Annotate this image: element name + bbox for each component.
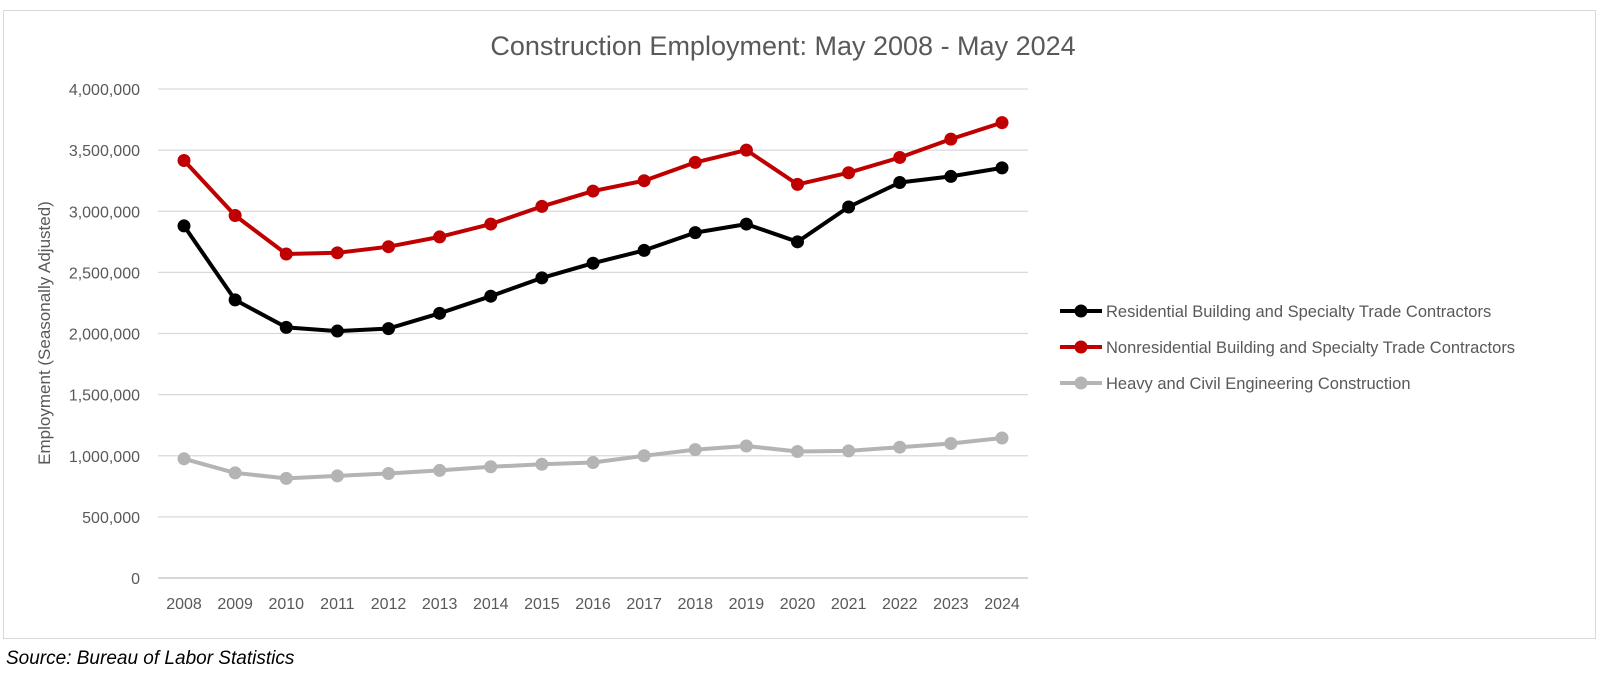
data-point (739, 217, 753, 231)
data-point (791, 444, 804, 458)
data-point (995, 116, 1009, 130)
data-point (330, 324, 344, 338)
data-point (586, 455, 600, 469)
data-point (535, 271, 549, 285)
y-axis-label: Employment (Seasonally Adjusted) (35, 201, 54, 465)
x-tick-label: 2021 (831, 596, 867, 613)
x-tick-label: 2010 (268, 596, 304, 613)
data-point (842, 444, 856, 458)
data-point (279, 471, 293, 485)
y-tick-label: 3,000,000 (69, 204, 140, 221)
data-point (944, 132, 958, 146)
data-point (637, 449, 651, 463)
y-tick-label: 500,000 (82, 510, 140, 527)
legend-swatch-marker (1074, 340, 1088, 354)
series-0 (177, 161, 1009, 338)
data-point (637, 174, 651, 188)
x-tick-label: 2022 (882, 596, 918, 613)
x-tick-label: 2023 (933, 596, 969, 613)
data-point (177, 154, 191, 168)
legend: Residential Building and Specialty Trade… (1060, 303, 1515, 393)
legend-swatch-marker (1074, 376, 1088, 390)
data-point (433, 230, 447, 244)
data-point (228, 209, 242, 223)
data-point (586, 256, 600, 270)
data-point (484, 217, 498, 231)
data-point (739, 143, 753, 157)
data-point (739, 439, 753, 453)
data-point (637, 243, 651, 257)
data-point (484, 460, 498, 474)
y-tick-labels: 0 500,000 1,000,000 1,500,000 2,000,000 2,500… (69, 82, 140, 588)
x-tick-label: 2019 (729, 596, 765, 613)
gridlines (158, 88, 1028, 579)
x-tick-label: 2009 (217, 596, 253, 613)
data-point (995, 161, 1009, 175)
data-point (330, 469, 344, 483)
x-tick-label: 2011 (320, 596, 355, 613)
data-point (842, 200, 856, 214)
source-note: Source: Bureau of Labor Statistics (6, 648, 295, 669)
data-point (279, 320, 293, 334)
x-tick-label: 2012 (371, 596, 407, 613)
data-point (893, 176, 907, 190)
data-point (330, 246, 344, 260)
x-tick-label: 2013 (422, 596, 458, 613)
data-point (791, 235, 804, 249)
y-tick-label: 1,500,000 (69, 388, 140, 405)
y-tick-label: 2,500,000 (69, 265, 140, 282)
legend-swatch-marker (1074, 304, 1088, 318)
legend-item: Nonresidential Building and Specialty Tr… (1060, 339, 1515, 357)
data-point (228, 466, 242, 480)
data-point (688, 226, 702, 240)
data-point (382, 240, 395, 254)
x-tick-label: 2020 (780, 596, 816, 613)
data-point (535, 199, 549, 213)
series-1 (177, 116, 1009, 261)
data-point (995, 431, 1009, 445)
series-2 (177, 431, 1009, 485)
y-tick-label: 4,000,000 (69, 82, 140, 99)
data-point (433, 306, 447, 320)
chart-frame (3, 10, 1596, 639)
x-tick-label: 2014 (473, 596, 509, 613)
data-point (791, 177, 804, 191)
legend-label: Heavy and Civil Engineering Construction (1106, 375, 1411, 393)
legend-item: Heavy and Civil Engineering Construction (1060, 375, 1411, 393)
legend-label: Residential Building and Specialty Trade… (1106, 303, 1491, 321)
data-point (586, 184, 600, 198)
data-point (535, 457, 549, 471)
chart-title: Construction Employment: May 2008 - May … (490, 31, 1075, 61)
data-point (842, 166, 856, 180)
legend-label: Nonresidential Building and Specialty Tr… (1106, 339, 1515, 357)
data-point (382, 322, 395, 336)
data-point (433, 463, 447, 477)
x-tick-label: 2008 (166, 596, 202, 613)
data-point (688, 155, 702, 169)
x-tick-label: 2018 (677, 596, 713, 613)
data-point (279, 247, 293, 261)
x-tick-label: 2017 (626, 596, 662, 613)
x-tick-labels: 2008 2009 2010 2011 2012 2013 2014 2015 2016 2017… (166, 596, 1020, 613)
y-tick-label: 0 (131, 571, 140, 588)
data-point (177, 452, 191, 466)
data-point (228, 293, 242, 307)
data-point (893, 150, 907, 164)
y-tick-label: 3,500,000 (69, 143, 140, 160)
data-point (688, 443, 702, 457)
data-point (944, 437, 958, 451)
series-lines (177, 116, 1009, 485)
x-tick-label: 2015 (524, 596, 560, 613)
y-tick-label: 2,000,000 (69, 327, 140, 344)
data-point (177, 219, 191, 233)
data-point (484, 289, 498, 303)
x-tick-label: 2024 (984, 596, 1020, 613)
x-tick-label: 2016 (575, 596, 611, 613)
data-point (944, 169, 958, 183)
legend-item: Residential Building and Specialty Trade… (1060, 303, 1491, 321)
data-point (893, 440, 907, 454)
y-tick-label: 1,000,000 (69, 449, 140, 466)
data-point (382, 466, 395, 480)
